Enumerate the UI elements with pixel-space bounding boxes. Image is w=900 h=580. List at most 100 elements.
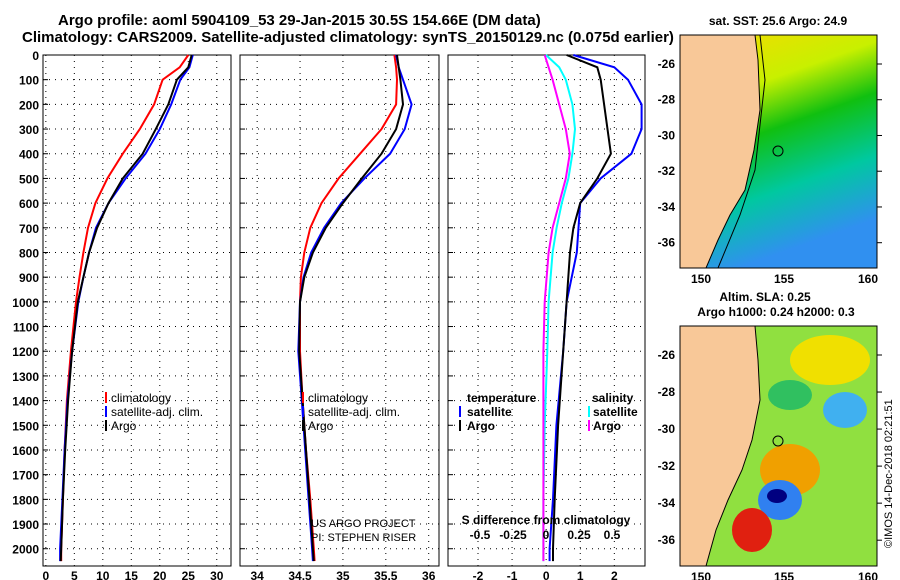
legend-swatch bbox=[588, 406, 590, 417]
x-tick-label: 5 bbox=[71, 569, 78, 580]
s-tick-label: -0.5 bbox=[470, 528, 491, 542]
lat-tick-label: -36 bbox=[658, 533, 676, 547]
lat-tick-label: -34 bbox=[658, 496, 676, 510]
lon-tick-label: 155 bbox=[774, 272, 794, 286]
legend-label: Argo bbox=[467, 419, 495, 433]
depth-tick-label: 0 bbox=[32, 49, 39, 63]
x-tick-label: 36 bbox=[422, 569, 436, 580]
argo-location-marker bbox=[772, 145, 784, 157]
lat-tick-label: -28 bbox=[658, 93, 676, 107]
x-tick-label: 0 bbox=[43, 569, 50, 580]
series-line-climatology bbox=[60, 54, 190, 562]
depth-tick-label: 1900 bbox=[12, 518, 39, 532]
title-line-2: Climatology: CARS2009. Satellite-adjuste… bbox=[22, 29, 674, 46]
series-line-t-argo bbox=[552, 54, 612, 562]
series-line-satellite-adj-clim- bbox=[59, 54, 194, 562]
depth-tick-label: 2000 bbox=[12, 543, 39, 557]
lat-tick-label: -36 bbox=[658, 236, 676, 250]
depth-tick-label: 1100 bbox=[13, 321, 39, 335]
legend-title-salinity: salinity bbox=[592, 391, 634, 405]
legend-label: Argo bbox=[111, 419, 137, 433]
legend-swatch bbox=[302, 420, 304, 431]
x-tick-label: 35.5 bbox=[374, 569, 398, 580]
lon-tick-label: 150 bbox=[691, 570, 711, 580]
depth-tick-label: 300 bbox=[19, 123, 39, 137]
legend-label: climatology bbox=[308, 391, 368, 405]
x-tick-label: 25 bbox=[182, 569, 196, 580]
depth-tick-label: 200 bbox=[19, 98, 39, 112]
lat-tick-label: -32 bbox=[658, 459, 676, 473]
title-line-1: Argo profile: aoml 5904109_53 29-Jan-201… bbox=[58, 12, 541, 29]
legend-label: Argo bbox=[593, 419, 621, 433]
x-tick-label: -1 bbox=[507, 569, 518, 580]
sst-map: sat. SST: 25.6 Argo: 24.9 -26 -28 -30 -32 -3… bbox=[658, 14, 882, 286]
x-tick-label: 1 bbox=[577, 569, 584, 580]
depth-tick-label: 1300 bbox=[12, 370, 39, 384]
series-line-climatology bbox=[299, 54, 399, 562]
plot-frame bbox=[239, 54, 440, 567]
plot-frame bbox=[447, 54, 646, 567]
lat-tick-label: -34 bbox=[658, 200, 676, 214]
legend-label: climatology bbox=[111, 391, 171, 405]
lon-tick-label: 150 bbox=[691, 272, 711, 286]
depth-tick-label: 1800 bbox=[12, 493, 39, 507]
depth-tick-label: 600 bbox=[19, 197, 39, 211]
series-line-t-satellite bbox=[548, 54, 643, 562]
lat-tick-label: -28 bbox=[658, 385, 676, 399]
footer-credit: ©IMOS 14-Dec-2018 02:21:51 bbox=[883, 399, 895, 548]
legend-swatch bbox=[302, 406, 304, 417]
legend-label: satellite bbox=[593, 405, 638, 419]
lat-tick-label: -30 bbox=[658, 128, 676, 142]
lat-tick-label: -30 bbox=[658, 422, 676, 436]
plot-frame bbox=[42, 54, 232, 567]
legend-label: satellite-adj. clim. bbox=[308, 405, 400, 419]
legend-swatch bbox=[105, 420, 107, 431]
legend-swatch bbox=[588, 420, 590, 431]
x-tick-label: 34.5 bbox=[288, 569, 312, 580]
s-axis-label: S difference from climatology bbox=[462, 513, 631, 527]
sla-map-title-1: Altim. SLA: 0.25 bbox=[719, 290, 811, 304]
legend-swatch bbox=[105, 406, 107, 417]
depth-tick-label: 100 bbox=[19, 74, 39, 88]
x-tick-label: 20 bbox=[153, 569, 167, 580]
x-tick-label: 35 bbox=[336, 569, 350, 580]
credit-project: US ARGO PROJECT bbox=[311, 518, 416, 530]
legend-title-temperature: temperature bbox=[467, 391, 537, 405]
x-tick-label: 34 bbox=[250, 569, 264, 580]
depth-tick-label: 1500 bbox=[12, 419, 39, 433]
depth-tick-label: 1400 bbox=[12, 395, 39, 409]
s-tick-label: -0.25 bbox=[499, 528, 527, 542]
depth-tick-label: 500 bbox=[19, 172, 39, 186]
x-tick-label: 10 bbox=[96, 569, 110, 580]
legend-swatch bbox=[105, 392, 107, 403]
x-tick-label: 0 bbox=[543, 569, 550, 580]
difference-panel: -2-1012T difference from climatologytemp… bbox=[447, 54, 646, 580]
x-tick-label: -2 bbox=[473, 569, 484, 580]
depth-tick-label: 700 bbox=[19, 222, 39, 236]
salinity-panel: 3434.53535.536salinityclimatologysatelli… bbox=[239, 54, 440, 580]
depth-tick-label: 1000 bbox=[12, 296, 39, 310]
series-line-argo bbox=[59, 54, 193, 562]
temperature-panel: 0100200300400500600700800900100011001200… bbox=[12, 49, 232, 580]
x-tick-label: 15 bbox=[125, 569, 139, 580]
sla-map: Altim. SLA: 0.25 Argo h1000: 0.24 h2000:… bbox=[658, 290, 882, 580]
s-tick-label: 0 bbox=[543, 528, 550, 542]
depth-tick-label: 1200 bbox=[12, 345, 39, 359]
legend-label: Argo bbox=[308, 419, 334, 433]
sla-map-title-2: Argo h1000: 0.24 h2000: 0.3 bbox=[697, 305, 855, 319]
depth-tick-label: 1600 bbox=[12, 444, 39, 458]
lat-tick-label: -26 bbox=[658, 348, 676, 362]
s-tick-label: 0.5 bbox=[604, 528, 621, 542]
x-tick-label: 2 bbox=[611, 569, 618, 580]
depth-tick-label: 900 bbox=[19, 271, 39, 285]
lon-tick-label: 160 bbox=[858, 272, 878, 286]
series-line-s-satellite bbox=[542, 54, 577, 562]
series-line-s-argo bbox=[542, 54, 571, 562]
depth-tick-label: 800 bbox=[19, 246, 39, 260]
legend-label: satellite-adj. clim. bbox=[111, 405, 203, 419]
depth-tick-label: 1700 bbox=[12, 469, 39, 483]
credit-pi: PI: STEPHEN RISER bbox=[311, 532, 416, 544]
lat-tick-label: -32 bbox=[658, 164, 676, 178]
